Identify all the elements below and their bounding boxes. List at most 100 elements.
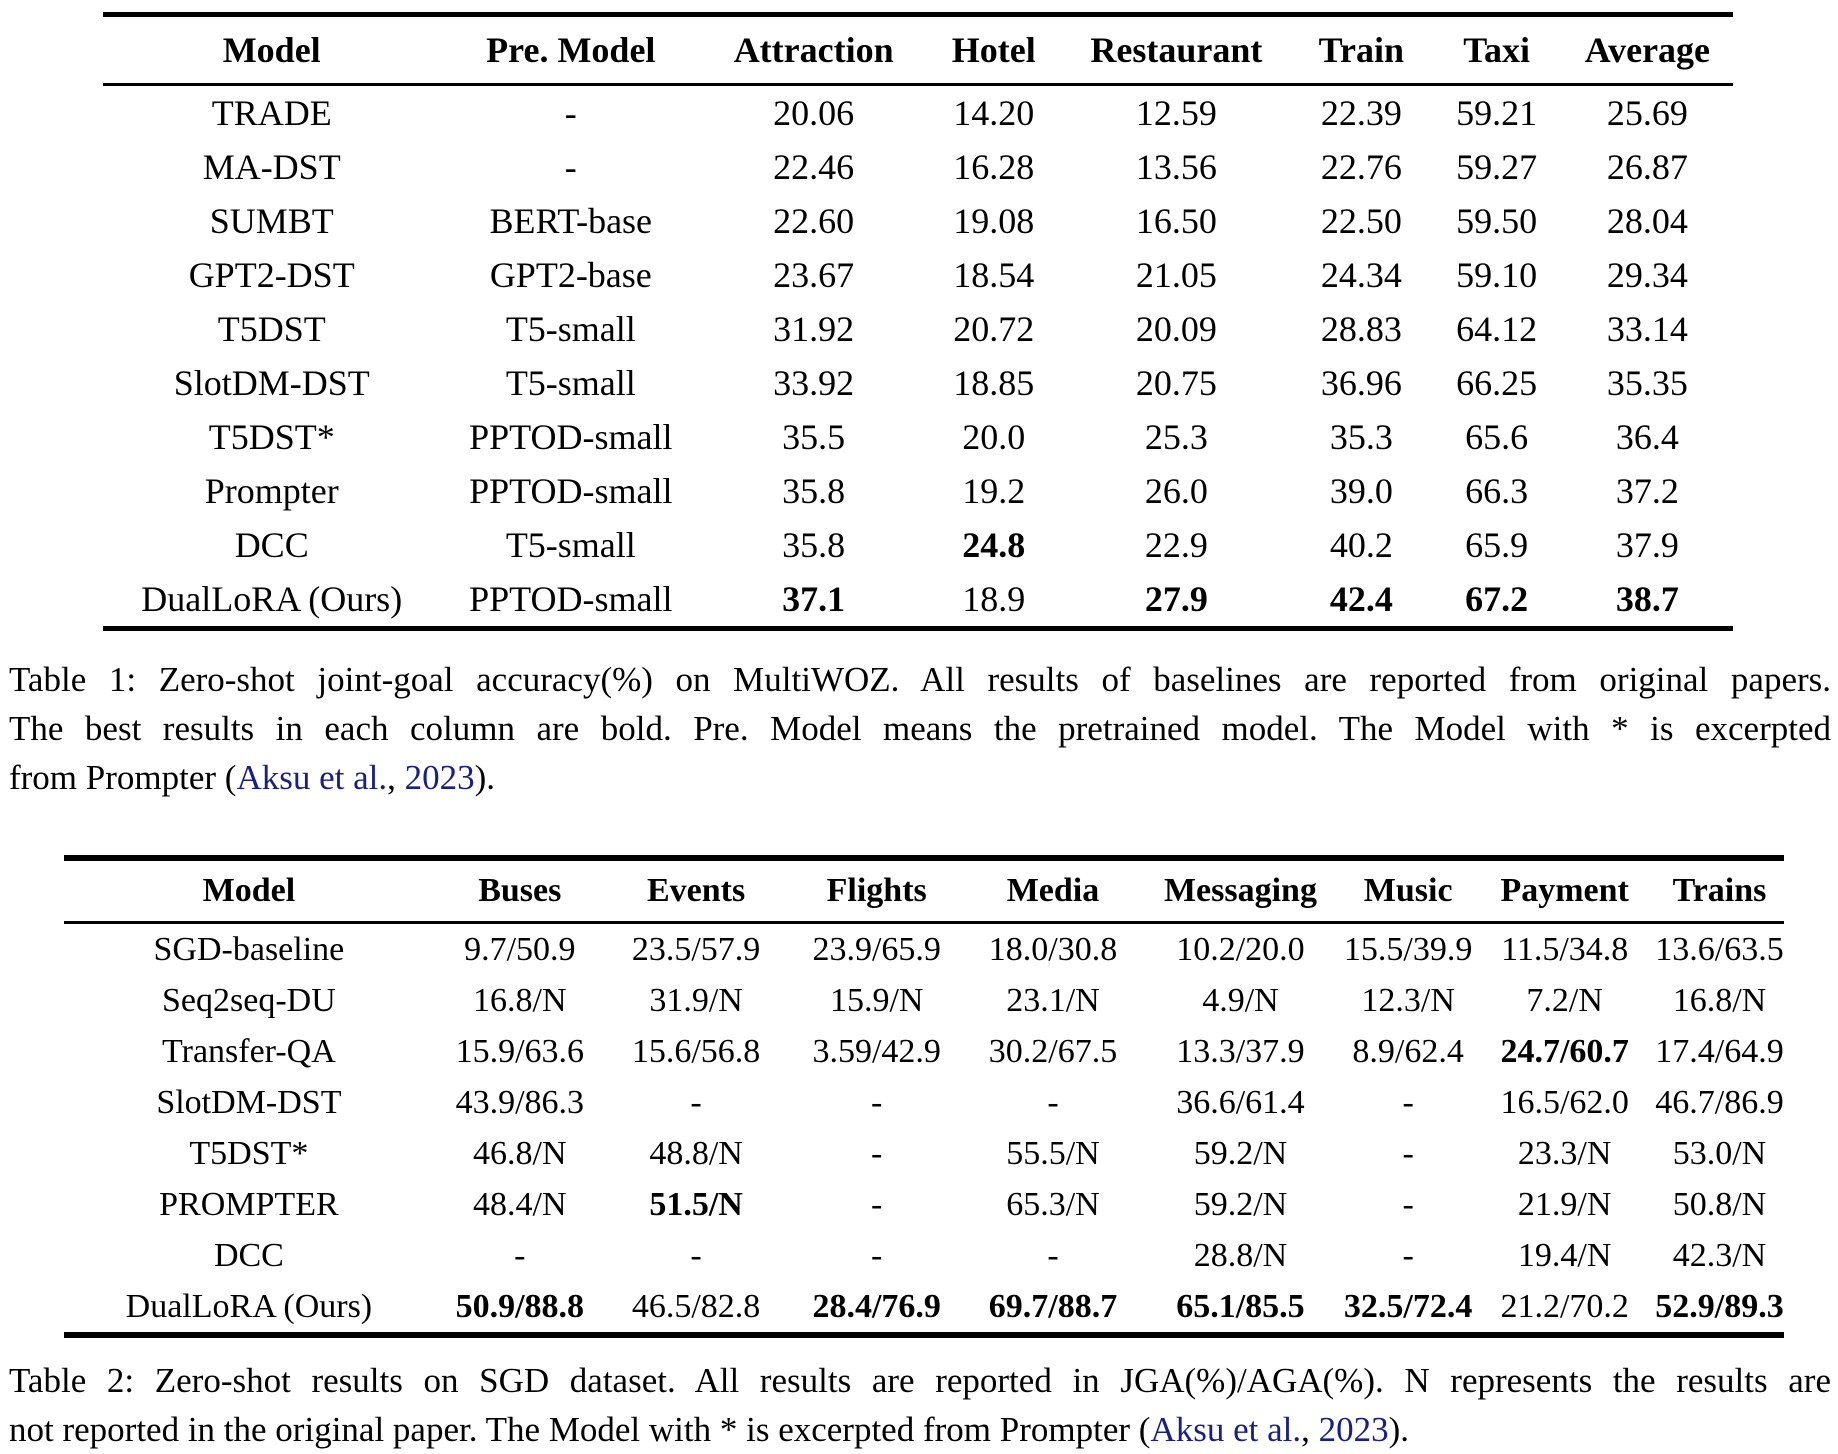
value-cell: 51.5/N	[649, 1185, 743, 1223]
value-cell: 12.3/N	[1361, 981, 1455, 1019]
model-name-cell: SUMBT	[209, 201, 334, 241]
value-cell: 18.85	[953, 363, 1035, 403]
table-row: Seq2seq-DU 16.8/N 31.9/N 15.9/N 23.1/N 4.9/N 1…	[64, 975, 1784, 1026]
citation-link[interactable]: Aksu et al.	[236, 758, 388, 797]
value-cell: 46.5/82.8	[631, 1287, 761, 1325]
value-cell: 13.6/63.5	[1655, 930, 1784, 968]
value-cell: 21.05	[1135, 255, 1217, 295]
value-cell: 35.8	[782, 471, 846, 511]
citation-link[interactable]: 2023	[1318, 1410, 1389, 1449]
value-cell: 13.56	[1135, 147, 1217, 187]
column-header-payment: Payment	[1474, 858, 1655, 924]
caption-text: ,	[387, 758, 405, 797]
value-cell: 20.72	[953, 309, 1035, 349]
table-row: TRADE - 20.06 14.20 12.59 22.39 59.21 25.69	[103, 85, 1733, 141]
table-row: SlotDM-DST 43.9/86.3 - - - 36.6/61.4 - 16.5/62.…	[64, 1077, 1784, 1128]
value-cell: 20.0	[962, 417, 1026, 457]
value-cell: 25.3	[1144, 417, 1208, 457]
column-header-restaurant: Restaurant	[1061, 14, 1292, 86]
value-cell: 69.7/88.7	[988, 1287, 1118, 1325]
value-cell: 67.2	[1465, 579, 1529, 619]
value-cell: 3.59/42.9	[812, 1032, 941, 1070]
caption-line: not reported in the original paper. The …	[9, 1405, 1831, 1454]
sgd-results-table: Model Buses Events Flights Media Messaging Mus…	[64, 855, 1784, 1338]
value-cell: 18.54	[953, 255, 1035, 295]
column-header-train: Train	[1291, 14, 1432, 86]
value-cell: 65.9	[1465, 525, 1529, 565]
value-cell: 29.34	[1606, 255, 1688, 295]
model-name-cell: Prompter	[204, 471, 339, 511]
citation-link[interactable]: Aksu et al.	[1150, 1410, 1302, 1449]
caption-text: Table 2: Zero-shot results on SGD datase…	[9, 1361, 1831, 1400]
table2-header: Model Buses Events Flights Media Messaging Mus…	[64, 858, 1784, 924]
value-cell: PPTOD-small	[469, 579, 673, 619]
table-row: T5DST* 46.8/N 48.8/N - 55.5/N 59.2/N - 23.3/N 53…	[64, 1128, 1784, 1179]
value-cell: -	[514, 1236, 526, 1274]
value-cell: 16.28	[953, 147, 1035, 187]
table-row: T5DST T5-small 31.92 20.72 20.09 28.83 64.12 33…	[103, 302, 1733, 356]
value-cell: 28.04	[1606, 201, 1688, 241]
value-cell: 50.8/N	[1672, 1185, 1767, 1223]
column-header-music: Music	[1341, 858, 1475, 924]
table-row: DualLoRA (Ours) PPTOD-small 37.1 18.9 27.9 42…	[103, 572, 1733, 629]
column-header-messaging: Messaging	[1138, 858, 1342, 924]
table-row: DCC - - - - 28.8/N - 19.4/N 42.3/N	[64, 1230, 1784, 1281]
value-cell: 28.83	[1320, 309, 1402, 349]
column-header-attraction: Attraction	[701, 14, 927, 86]
caption-line: Table 1: Zero-shot joint-goal accuracy(%…	[9, 655, 1831, 704]
model-name-cell: T5DST	[217, 309, 326, 349]
value-cell: 48.4/N	[473, 1185, 567, 1223]
model-name-cell: PROMPTER	[159, 1185, 339, 1223]
caption-text: not reported in the original paper. The …	[9, 1410, 1151, 1449]
value-cell: 39.0	[1329, 471, 1393, 511]
caption-text: from Prompter (	[9, 758, 237, 797]
value-cell: 22.76	[1320, 147, 1402, 187]
value-cell: 36.6/61.4	[1176, 1083, 1305, 1121]
table-row: PROMPTER 48.4/N 51.5/N - 65.3/N 59.2/N - 21.9/N…	[64, 1179, 1784, 1230]
value-cell: 65.6	[1465, 417, 1529, 457]
value-cell: 17.4/64.9	[1655, 1032, 1784, 1070]
value-cell: 18.9	[962, 579, 1026, 619]
model-name-cell: DCC	[234, 525, 309, 565]
value-cell: 8.9/62.4	[1352, 1032, 1464, 1070]
value-cell: 33.14	[1606, 309, 1688, 349]
value-cell: T5-small	[505, 525, 636, 565]
value-cell: T5-small	[505, 363, 636, 403]
model-name-cell: Transfer-QA	[162, 1032, 336, 1070]
value-cell: 43.9/86.3	[455, 1083, 585, 1121]
column-header-hotel: Hotel	[926, 14, 1062, 86]
header-row: Model Buses Events Flights Media Messaging Mus…	[64, 858, 1784, 924]
model-name-cell: DualLoRA (Ours)	[125, 1287, 373, 1325]
value-cell: 19.2	[962, 471, 1026, 511]
model-name-cell: T5DST*	[208, 417, 335, 457]
value-cell: -	[690, 1236, 702, 1274]
model-name-cell: GPT2-DST	[188, 255, 355, 295]
value-cell: 26.0	[1144, 471, 1208, 511]
sgd-results-table-container: Model Buses Events Flights Media Messaging Mus…	[64, 855, 1784, 1338]
model-name-cell: TRADE	[211, 93, 332, 133]
value-cell: 59.2/N	[1193, 1134, 1288, 1172]
value-cell: 46.7/86.9	[1655, 1083, 1784, 1121]
value-cell: 33.92	[773, 363, 855, 403]
value-cell: 24.8	[962, 525, 1026, 565]
value-cell: 24.34	[1320, 255, 1402, 295]
column-header-buses: Buses	[433, 858, 606, 924]
value-cell: 37.2	[1615, 471, 1679, 511]
value-cell: 50.9/88.8	[455, 1287, 585, 1325]
value-cell: 22.60	[773, 201, 855, 241]
table-row: MA-DST - 22.46 16.28 13.56 22.76 59.27 26.87	[103, 140, 1733, 194]
value-cell: 15.6/56.8	[631, 1032, 761, 1070]
model-name-cell: SlotDM-DST	[173, 363, 370, 403]
citation-link[interactable]: 2023	[404, 758, 475, 797]
value-cell: 9.7/50.9	[464, 930, 576, 968]
value-cell: -	[564, 93, 577, 133]
value-cell: -	[1402, 1185, 1414, 1223]
column-header-model: Model	[103, 14, 441, 86]
value-cell: 55.5/N	[1006, 1134, 1100, 1172]
table-row: T5DST* PPTOD-small 35.5 20.0 25.3 35.3 65.6 36.…	[103, 410, 1733, 464]
value-cell: 65.1/85.5	[1176, 1287, 1305, 1325]
table2-caption: Table 2: Zero-shot results on SGD datase…	[9, 1356, 1831, 1454]
value-cell: 14.20	[953, 93, 1035, 133]
column-header-model: Model	[64, 858, 434, 924]
value-cell: 30.2/67.5	[988, 1032, 1118, 1070]
